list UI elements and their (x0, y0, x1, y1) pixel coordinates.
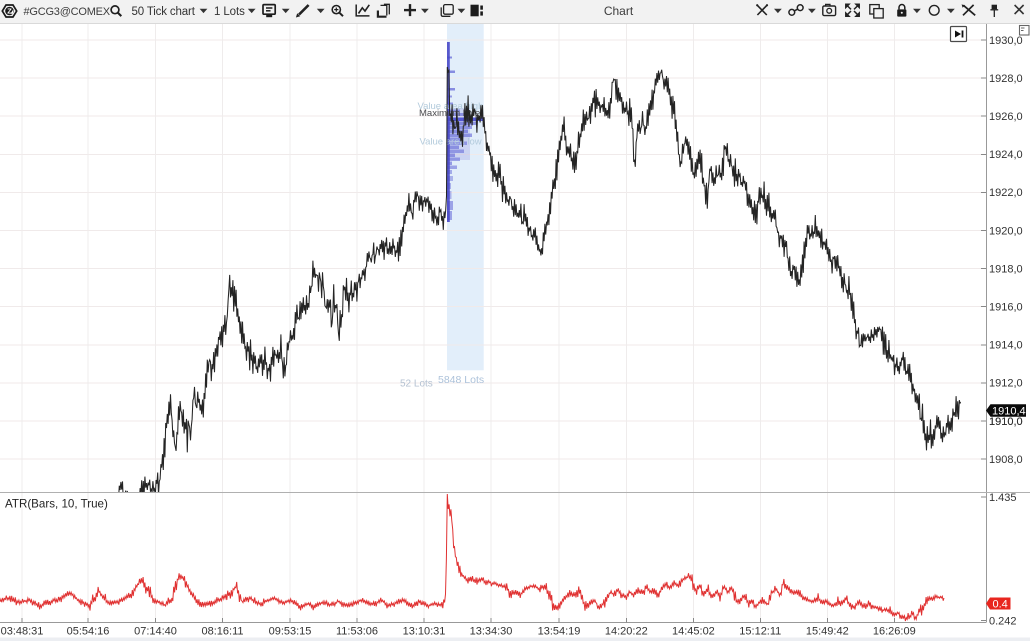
svg-text:13:34:30: 13:34:30 (470, 626, 513, 638)
svg-text:08:16:11: 08:16:11 (201, 626, 243, 638)
svg-text:1910,0: 1910,0 (989, 416, 1023, 428)
svg-text:1918,0: 1918,0 (989, 263, 1023, 275)
svg-text:1912,0: 1912,0 (989, 378, 1023, 390)
svg-text:14:45:02: 14:45:02 (672, 626, 715, 638)
svg-text:16:26:09: 16:26:09 (873, 626, 916, 638)
svg-text:13:54:19: 13:54:19 (538, 626, 581, 638)
svg-text:0.4: 0.4 (993, 598, 1008, 610)
svg-text:1 Lots: 1 Lots (214, 6, 245, 18)
svg-text:52 Lots: 52 Lots (400, 379, 433, 390)
svg-text:13:10:31: 13:10:31 (403, 626, 446, 638)
svg-text:Chart: Chart (604, 4, 634, 18)
svg-text:09:53:15: 09:53:15 (269, 626, 312, 638)
svg-text:1924,0: 1924,0 (989, 149, 1023, 161)
svg-text:1922,0: 1922,0 (989, 187, 1023, 199)
svg-text:11:53:06: 11:53:06 (336, 626, 378, 638)
svg-text:15:12:11: 15:12:11 (739, 626, 781, 638)
svg-text:Value area low: Value area low (420, 137, 482, 148)
svg-text:50 Tick chart: 50 Tick chart (132, 6, 196, 18)
svg-text:ATR(Bars, 10, True): ATR(Bars, 10, True) (5, 497, 108, 510)
svg-text:07:14:40: 07:14:40 (134, 626, 177, 638)
svg-text:#GCG3@COMEX: #GCG3@COMEX (24, 6, 111, 18)
svg-text:1910,0: 1910,0 (989, 416, 1023, 428)
svg-text:0.242: 0.242 (989, 615, 1017, 627)
svg-text:Z: Z (7, 7, 12, 16)
svg-text:1914,0: 1914,0 (989, 340, 1023, 352)
svg-text:1910,4: 1910,4 (992, 405, 1026, 417)
svg-text:Value area high: Value area high (418, 101, 484, 112)
svg-text:15:49:42: 15:49:42 (806, 626, 849, 638)
svg-text:1926,0: 1926,0 (989, 111, 1023, 123)
svg-text:1930,0: 1930,0 (989, 35, 1023, 47)
svg-text:14:20:22: 14:20:22 (605, 626, 648, 638)
svg-text:03:48:31: 03:48:31 (1, 626, 44, 638)
svg-text:05:54:16: 05:54:16 (67, 626, 110, 638)
svg-text:1908,0: 1908,0 (989, 454, 1023, 466)
svg-text:1920,0: 1920,0 (989, 225, 1023, 237)
svg-text:1928,0: 1928,0 (989, 73, 1023, 85)
svg-text:5848 Lots: 5848 Lots (438, 374, 484, 386)
svg-text:1916,0: 1916,0 (989, 302, 1023, 314)
svg-text:1.435: 1.435 (989, 492, 1017, 504)
